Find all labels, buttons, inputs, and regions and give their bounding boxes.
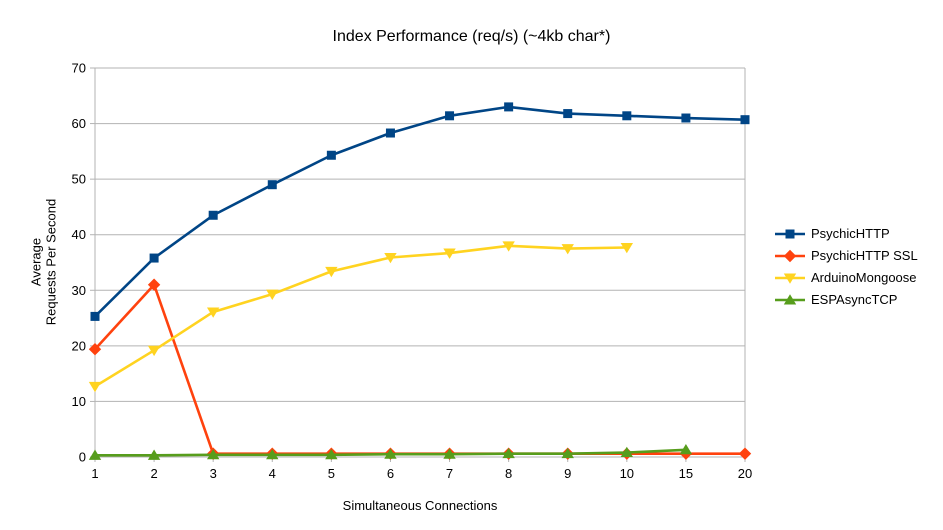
- series-marker-triangle-up: [443, 448, 456, 459]
- legend-item-PsychicHTTP: PsychicHTTP: [774, 226, 918, 241]
- x-tick-label-15: 15: [679, 466, 693, 481]
- series-marker-square: [90, 311, 100, 321]
- series-marker-square: [740, 115, 750, 125]
- series-marker-triangle-up: [561, 447, 574, 459]
- x-tick-label-2: 2: [150, 466, 157, 481]
- y-tick-label-20: 20: [72, 338, 86, 353]
- legend-marker-triangle-down-icon: [775, 273, 805, 284]
- series-marker-square: [267, 180, 277, 190]
- y-tick-label-30: 30: [72, 283, 86, 298]
- x-axis-title: Simultaneous Connections: [342, 498, 498, 513]
- y-tick-label-50: 50: [72, 172, 86, 187]
- chart-title: Index Performance (req/s) (~4kb char*): [332, 28, 611, 45]
- series-marker-triangle-down: [561, 244, 574, 255]
- x-tick-label-9: 9: [564, 466, 571, 481]
- series-marker-triangle-down: [502, 241, 515, 252]
- legend-item-ESPAsyncTCP: ESPAsyncTCP: [774, 292, 918, 307]
- legend-marker-triangle-up-icon: [775, 293, 805, 304]
- y-tick-label-10: 10: [72, 394, 86, 409]
- y-axis-title-line1: Average: [28, 237, 44, 287]
- legend-label: ESPAsyncTCP: [811, 292, 898, 307]
- series-marker-triangle-up: [147, 449, 161, 460]
- series-marker-triangle-up: [88, 449, 102, 460]
- series-line-PsychicHTTP: [93, 105, 747, 318]
- series-marker-square: [208, 210, 218, 220]
- x-tick-label-3: 3: [210, 466, 217, 481]
- x-tick-label-7: 7: [446, 466, 453, 481]
- legend-item-ArduinoMongoose: ArduinoMongoose: [774, 270, 918, 285]
- x-tick-label-8: 8: [505, 466, 512, 481]
- y-tick-label-0: 0: [79, 450, 86, 465]
- series-marker-square: [681, 113, 691, 123]
- series-line-PsychicHTTP SSL: [93, 283, 747, 455]
- series-marker-square: [445, 111, 455, 121]
- y-tick-label-70: 70: [72, 61, 86, 76]
- legend-label: PsychicHTTP SSL: [811, 248, 918, 263]
- series-marker-square: [622, 111, 632, 121]
- legend-label: ArduinoMongoose: [811, 270, 917, 285]
- legend-marker-diamond-icon: [775, 249, 805, 262]
- series-marker-diamond: [147, 278, 161, 291]
- x-tick-label-4: 4: [269, 466, 276, 481]
- series-marker-triangle-up: [384, 448, 397, 459]
- series-line-ArduinoMongoose: [93, 244, 629, 388]
- series-marker-diamond: [738, 447, 752, 460]
- series-marker-triangle-down: [206, 307, 220, 318]
- series-marker-triangle-down: [384, 252, 397, 264]
- y-axis-title: Average Requests Per Second: [29, 199, 60, 325]
- series-marker-triangle-down: [147, 345, 161, 357]
- series-marker-square: [504, 102, 514, 112]
- series-marker-square: [326, 150, 336, 160]
- series-marker-triangle-down: [620, 242, 634, 254]
- x-tick-label-1: 1: [91, 466, 98, 481]
- series-marker-triangle-up: [502, 447, 515, 459]
- y-tick-label-60: 60: [72, 116, 86, 131]
- legend: PsychicHTTP PsychicHTTP SSL ArduinoMongoos…: [774, 226, 918, 307]
- series-marker-square: [385, 128, 395, 138]
- x-tick-label-10: 10: [620, 466, 634, 481]
- x-tick-label-20: 20: [738, 466, 752, 481]
- series-marker-triangle-up: [620, 446, 634, 458]
- series-marker-triangle-down: [266, 289, 279, 300]
- series-marker-triangle-down: [325, 266, 338, 278]
- series-marker-triangle-up: [679, 443, 693, 455]
- series-marker-triangle-down: [88, 381, 102, 393]
- legend-label: PsychicHTTP: [811, 226, 890, 241]
- y-axis-title-line2: Requests Per Second: [44, 198, 59, 326]
- series-marker-triangle-up: [266, 448, 279, 460]
- series-marker-triangle-up: [325, 448, 338, 460]
- series-marker-diamond: [88, 342, 102, 356]
- x-tick-label-5: 5: [328, 466, 335, 481]
- x-tick-label-6: 6: [387, 466, 394, 481]
- legend-marker-square-icon: [775, 229, 805, 238]
- legend-item-PsychicHTTP SSL: PsychicHTTP SSL: [774, 248, 918, 263]
- series-marker-triangle-up: [206, 448, 220, 460]
- y-tick-label-40: 40: [72, 227, 86, 242]
- series-marker-square: [149, 253, 159, 263]
- series-marker-triangle-down: [443, 248, 456, 259]
- series-marker-square: [563, 109, 573, 119]
